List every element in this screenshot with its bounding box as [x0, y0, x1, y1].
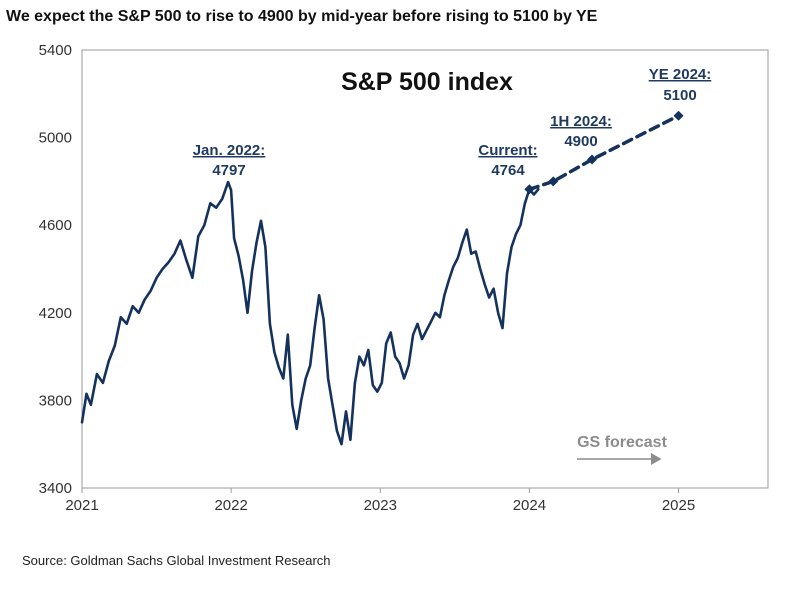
- forecast-point-marker: [524, 184, 535, 195]
- y-tick-label: 5000: [39, 130, 72, 147]
- x-tick-label: 2021: [65, 497, 98, 514]
- y-tick-label: 4200: [39, 305, 72, 322]
- x-tick-label: 2022: [214, 497, 247, 514]
- gs-forecast-legend: GS forecast: [577, 434, 668, 465]
- y-tick-label: 3800: [39, 392, 72, 409]
- x-tick-label: 2023: [364, 497, 397, 514]
- annotation-ye-2024-title: YE 2024:: [649, 66, 712, 83]
- forecast-point-marker: [673, 110, 684, 121]
- annotation-ye-2024: YE 2024: 5100: [649, 66, 712, 104]
- gs-forecast-label: GS forecast: [577, 434, 667, 451]
- plot-frame: [81, 49, 769, 489]
- annotation-jan-2022-value: 4797: [212, 162, 245, 179]
- x-tick-label: 2025: [662, 497, 695, 514]
- annotation-1h-2024: 1H 2024: 4900: [550, 113, 612, 150]
- chart-headline: We expect the S&P 500 to rise to 4900 by…: [6, 8, 598, 25]
- forecast-point-marker: [548, 176, 559, 187]
- annotation-current-value: 4764: [491, 162, 525, 179]
- series-layer: [80, 110, 684, 446]
- index-series-line: [80, 180, 540, 446]
- x-axis: 2021 2022 2023 2024 2025: [65, 488, 695, 514]
- annotation-current: Current: 4764: [478, 142, 537, 179]
- forecast-series-line: [527, 113, 681, 192]
- y-tick-label: 4600: [39, 217, 72, 234]
- y-axis: 3400 3800 4200 4600 5000 5400: [39, 42, 72, 497]
- annotation-1h-2024-title: 1H 2024:: [550, 113, 612, 130]
- chart-title: S&P 500 index: [341, 68, 513, 96]
- x-tick-label: 2024: [513, 497, 546, 514]
- forecast-point-marker: [587, 154, 598, 165]
- annotation-jan-2022-title: Jan. 2022:: [193, 142, 266, 159]
- annotation-1h-2024-value: 4900: [564, 133, 597, 150]
- y-tick-label: 5400: [39, 42, 72, 59]
- annotation-current-title: Current:: [478, 142, 537, 159]
- source-note: Source: Goldman Sachs Global Investment …: [22, 553, 331, 568]
- y-tick-label: 3400: [39, 480, 72, 497]
- annotation-ye-2024-value: 5100: [663, 87, 696, 104]
- annotation-jan-2022: Jan. 2022: 4797: [193, 142, 266, 179]
